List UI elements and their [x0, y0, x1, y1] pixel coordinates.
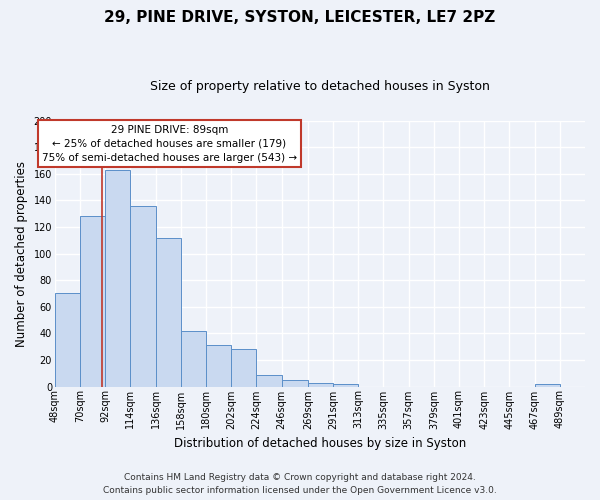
Bar: [333, 384, 358, 386]
Bar: [281, 380, 308, 386]
Bar: [181, 330, 206, 386]
Text: 29, PINE DRIVE, SYSTON, LEICESTER, LE7 2PZ: 29, PINE DRIVE, SYSTON, LEICESTER, LE7 2…: [104, 10, 496, 25]
Bar: [256, 374, 281, 386]
Bar: [308, 382, 333, 386]
X-axis label: Distribution of detached houses by size in Syston: Distribution of detached houses by size …: [174, 437, 466, 450]
Bar: [130, 206, 155, 386]
Bar: [80, 216, 105, 386]
Bar: [231, 350, 256, 387]
Bar: [55, 294, 80, 386]
Bar: [535, 384, 560, 386]
Bar: [155, 238, 181, 386]
Text: Contains HM Land Registry data © Crown copyright and database right 2024.
Contai: Contains HM Land Registry data © Crown c…: [103, 474, 497, 495]
Bar: [206, 346, 231, 387]
Y-axis label: Number of detached properties: Number of detached properties: [15, 160, 28, 346]
Bar: [105, 170, 130, 386]
Title: Size of property relative to detached houses in Syston: Size of property relative to detached ho…: [150, 80, 490, 93]
Text: 29 PINE DRIVE: 89sqm
← 25% of detached houses are smaller (179)
75% of semi-deta: 29 PINE DRIVE: 89sqm ← 25% of detached h…: [42, 124, 297, 162]
